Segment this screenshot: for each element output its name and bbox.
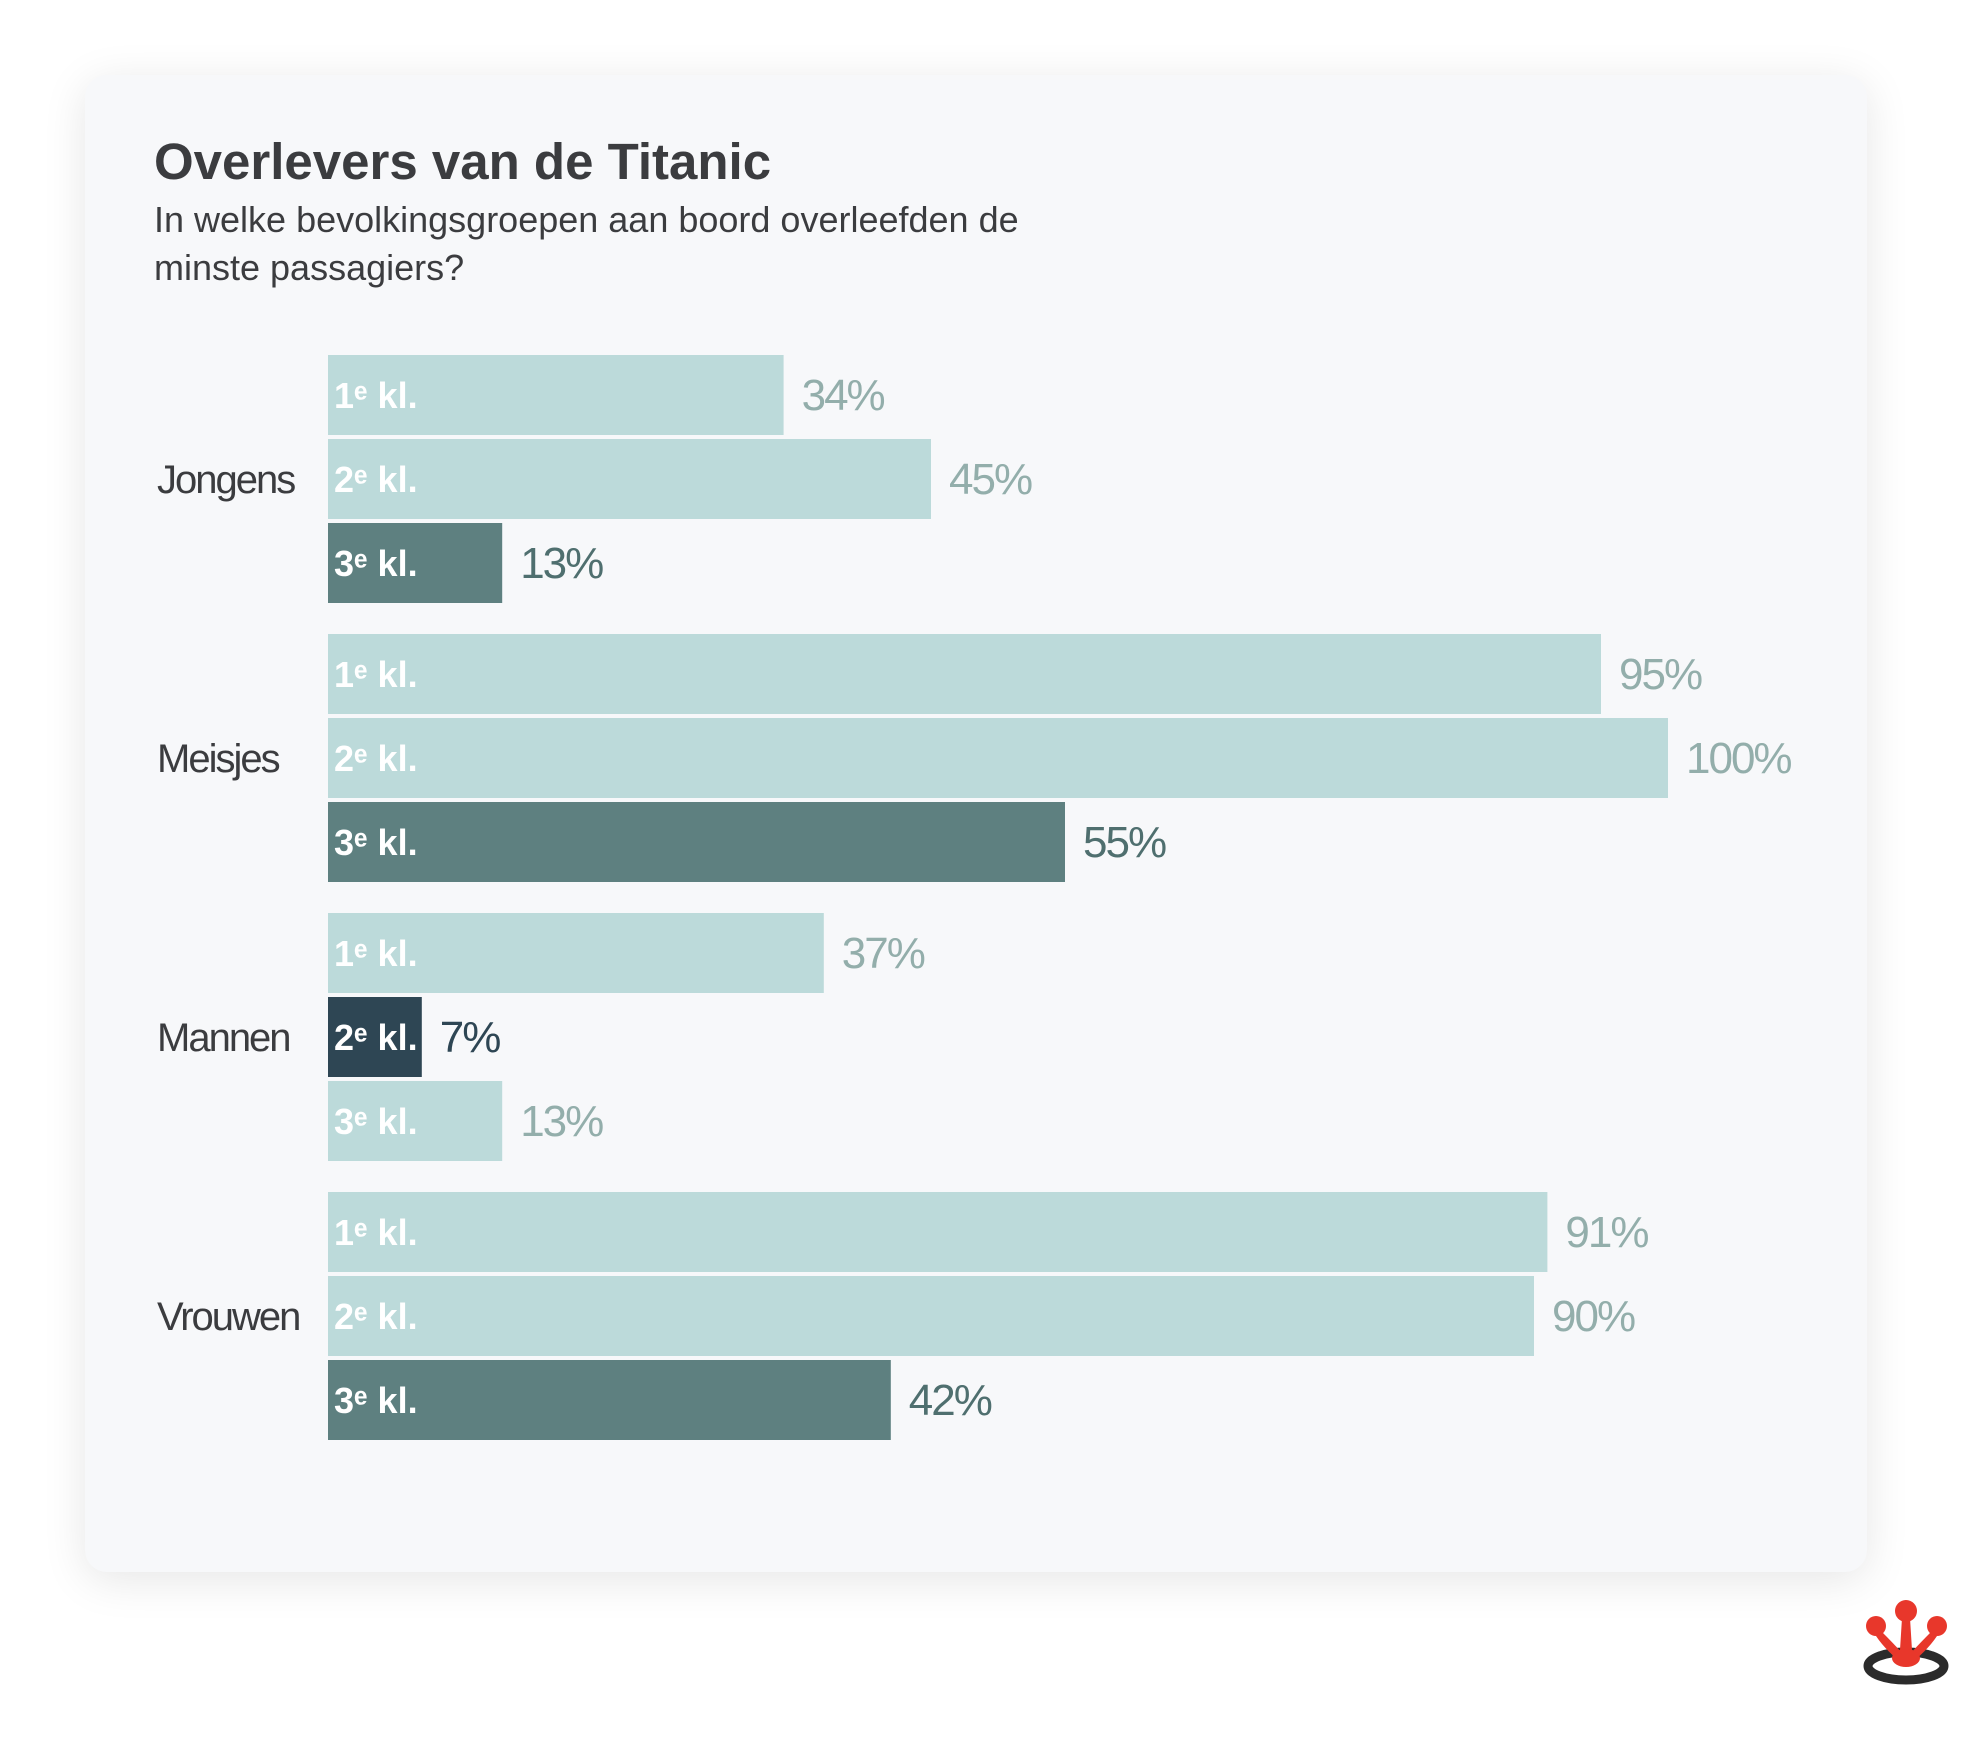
bar-mannen-2 xyxy=(328,997,422,1077)
bar-vrouwen-1 xyxy=(328,1192,1548,1272)
bar-value-label: 55% xyxy=(1083,818,1166,867)
bar-meisjes-1 xyxy=(328,634,1601,714)
bar-value-label: 34% xyxy=(802,371,885,420)
bar-class-label: 3ᵉ kl. xyxy=(334,543,418,584)
bar-vrouwen-2 xyxy=(328,1276,1534,1356)
bar-class-label: 1ᵉ kl. xyxy=(334,1212,418,1253)
bar-value-label: 100% xyxy=(1686,734,1791,783)
bar-class-label: 3ᵉ kl. xyxy=(334,1101,418,1142)
group-label: Vrouwen xyxy=(157,1295,299,1339)
bar-class-label: 2ᵉ kl. xyxy=(334,1296,418,1337)
bar-value-label: 45% xyxy=(949,455,1032,504)
bar-value-label: 91% xyxy=(1565,1208,1648,1257)
bar-class-label: 2ᵉ kl. xyxy=(334,459,418,500)
group-label: Meisjes xyxy=(157,737,280,781)
bar-value-label: 13% xyxy=(520,1097,603,1146)
chart-subtitle: In welke bevolkingsgroepen aan boord ove… xyxy=(154,199,1019,288)
bar-value-label: 37% xyxy=(842,929,925,978)
group-label: Jongens xyxy=(157,458,295,502)
bar-jongens-2 xyxy=(328,439,931,519)
bar-class-label: 1ᵉ kl. xyxy=(334,654,418,695)
bar-class-label: 3ᵉ kl. xyxy=(334,822,418,863)
bar-class-label: 2ᵉ kl. xyxy=(334,1017,418,1058)
bar-class-label: 2ᵉ kl. xyxy=(334,738,418,779)
bar-class-label: 1ᵉ kl. xyxy=(334,933,418,974)
bar-value-label: 90% xyxy=(1552,1292,1635,1341)
brand-logo-icon xyxy=(1863,1600,1949,1685)
bar-class-label: 3ᵉ kl. xyxy=(334,1380,418,1421)
bar-jongens-3 xyxy=(328,523,503,603)
bar-mannen-3 xyxy=(328,1081,503,1161)
bar-value-label: 13% xyxy=(520,539,603,588)
bar-class-label: 1ᵉ kl. xyxy=(334,375,418,416)
chart-title: Overlevers van de Titanic xyxy=(154,133,772,190)
bar-vrouwen-3 xyxy=(328,1360,891,1440)
bar-meisjes-3 xyxy=(328,802,1065,882)
bar-value-label: 42% xyxy=(909,1376,992,1425)
bar-meisjes-2 xyxy=(328,718,1668,798)
bar-value-label: 95% xyxy=(1619,650,1702,699)
bar-mannen-1 xyxy=(328,913,824,993)
bar-jongens-1 xyxy=(328,355,784,435)
bar-value-label: 7% xyxy=(440,1013,500,1062)
group-label: Mannen xyxy=(157,1016,290,1060)
